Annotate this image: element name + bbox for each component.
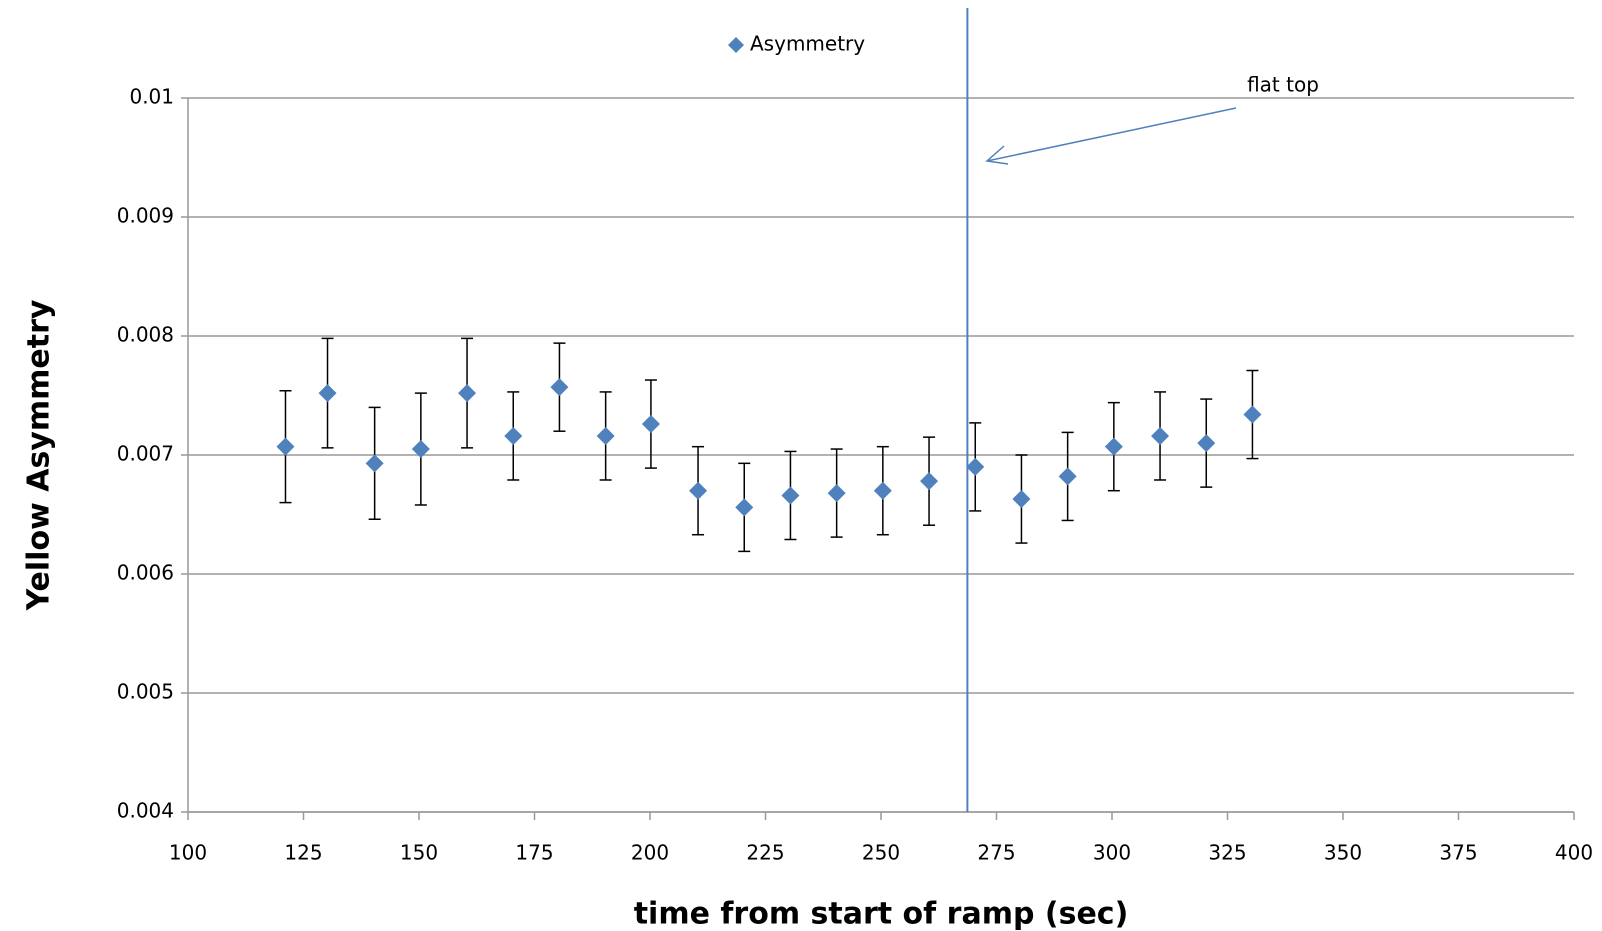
point	[365, 454, 384, 473]
y-tick-label: 0.007	[117, 442, 174, 466]
x-tick-label: 300	[1093, 841, 1131, 865]
x-tick-label: 125	[284, 841, 322, 865]
annotation: flat top	[1247, 73, 1319, 97]
point	[504, 426, 523, 445]
point	[1058, 467, 1077, 486]
point	[1151, 426, 1170, 445]
point	[920, 472, 939, 491]
y-tick-label: 0.008	[117, 323, 174, 347]
point	[1012, 490, 1031, 509]
y-tick-label: 0.006	[117, 561, 174, 585]
point	[458, 384, 477, 403]
y-tick-label: 0.009	[117, 204, 174, 228]
point	[276, 437, 295, 456]
point	[641, 415, 660, 434]
point	[827, 484, 846, 503]
point	[966, 457, 985, 476]
x-tick-label: 400	[1555, 841, 1593, 865]
y-tick-label: 0.005	[117, 680, 174, 704]
x-tick-label: 350	[1324, 841, 1362, 865]
point	[689, 481, 708, 500]
point	[1104, 437, 1123, 456]
x-tick-label: 250	[862, 841, 900, 865]
point	[1243, 405, 1262, 424]
x-tick-label: 225	[746, 841, 784, 865]
arrow-head	[985, 145, 1009, 165]
point	[411, 440, 430, 459]
x-tick-label: 175	[515, 841, 553, 865]
point	[550, 378, 569, 397]
x-axis-title: time from start of ramp (sec)	[634, 897, 1129, 931]
point	[1197, 434, 1216, 453]
x-tick-label: 100	[169, 841, 207, 865]
point	[873, 481, 892, 500]
x-tick-label: 150	[400, 841, 438, 865]
y-axis-title: Yellow Asymmetry	[22, 299, 57, 611]
x-tick-label: 325	[1208, 841, 1246, 865]
point	[781, 486, 800, 505]
point	[318, 384, 337, 403]
y-tick-label: 0.01	[129, 85, 174, 109]
x-tick-label: 275	[977, 841, 1015, 865]
y-tick-label: 0.004	[117, 799, 174, 823]
x-tick-label: 200	[631, 841, 669, 865]
x-tick-label: 375	[1439, 841, 1477, 865]
annotation-arrow	[986, 107, 1237, 162]
legend-marker	[728, 37, 744, 53]
legend-label: Asymmetry	[750, 32, 865, 56]
point	[596, 426, 615, 445]
point	[735, 498, 754, 517]
